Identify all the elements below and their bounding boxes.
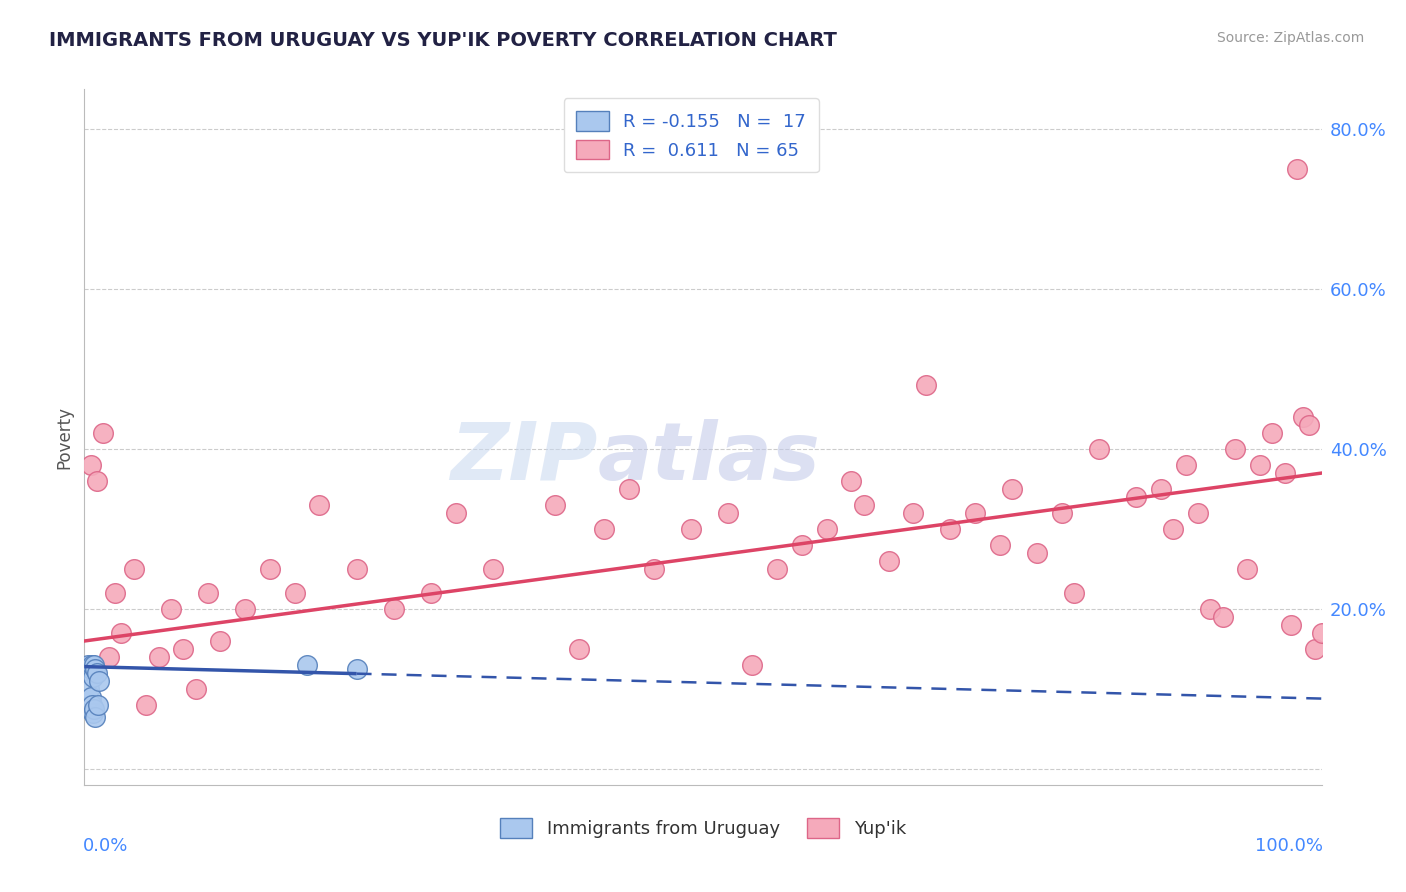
Point xyxy=(209,634,232,648)
Point xyxy=(84,662,107,676)
Point xyxy=(568,642,591,657)
Point xyxy=(1298,418,1320,433)
Point xyxy=(79,458,101,472)
Point xyxy=(1212,610,1234,624)
Y-axis label: Poverty: Poverty xyxy=(55,406,73,468)
Point xyxy=(259,562,281,576)
Point xyxy=(1187,506,1209,520)
Point xyxy=(841,474,863,488)
Point xyxy=(741,658,763,673)
Point xyxy=(82,706,104,720)
Point xyxy=(1150,482,1173,496)
Point xyxy=(679,522,702,536)
Point xyxy=(419,586,441,600)
Text: ZIP: ZIP xyxy=(450,419,598,497)
Point xyxy=(1292,410,1315,425)
Point xyxy=(346,562,368,576)
Point xyxy=(1279,618,1302,632)
Point xyxy=(1125,490,1147,504)
Point xyxy=(184,681,207,696)
Point xyxy=(988,538,1011,552)
Point xyxy=(1274,466,1296,480)
Point xyxy=(79,690,101,704)
Point xyxy=(79,681,101,696)
Legend: Immigrants from Uruguay, Yup'ik: Immigrants from Uruguay, Yup'ik xyxy=(492,811,914,846)
Text: 100.0%: 100.0% xyxy=(1256,837,1323,855)
Point xyxy=(91,426,114,441)
Point xyxy=(1088,442,1111,456)
Point xyxy=(766,562,789,576)
Point xyxy=(135,698,157,712)
Point xyxy=(80,698,103,712)
Point xyxy=(110,626,132,640)
Point xyxy=(717,506,740,520)
Point xyxy=(284,586,307,600)
Point xyxy=(160,602,183,616)
Point xyxy=(77,658,100,673)
Point xyxy=(481,562,503,576)
Point xyxy=(382,602,405,616)
Point xyxy=(1050,506,1073,520)
Point xyxy=(965,506,987,520)
Point xyxy=(617,482,640,496)
Point xyxy=(643,562,665,576)
Point xyxy=(295,658,318,673)
Point xyxy=(815,522,838,536)
Text: IMMIGRANTS FROM URUGUAY VS YUP'IK POVERTY CORRELATION CHART: IMMIGRANTS FROM URUGUAY VS YUP'IK POVERT… xyxy=(49,31,837,50)
Point xyxy=(346,662,368,676)
Point xyxy=(1001,482,1024,496)
Point xyxy=(79,662,101,676)
Point xyxy=(1261,426,1284,441)
Text: 0.0%: 0.0% xyxy=(83,837,128,855)
Point xyxy=(148,650,170,665)
Point xyxy=(86,474,108,488)
Point xyxy=(790,538,813,552)
Point xyxy=(939,522,962,536)
Point xyxy=(104,586,127,600)
Point xyxy=(87,698,110,712)
Point xyxy=(80,658,103,673)
Point xyxy=(89,673,111,688)
Text: Source: ZipAtlas.com: Source: ZipAtlas.com xyxy=(1216,31,1364,45)
Point xyxy=(122,562,145,576)
Point xyxy=(1199,602,1222,616)
Point xyxy=(83,702,105,716)
Point xyxy=(852,498,875,512)
Point xyxy=(1174,458,1197,472)
Point xyxy=(86,665,108,680)
Point xyxy=(1285,162,1308,177)
Point xyxy=(1236,562,1258,576)
Point xyxy=(444,506,467,520)
Point xyxy=(877,554,900,568)
Point xyxy=(172,642,194,657)
Point xyxy=(593,522,616,536)
Text: atlas: atlas xyxy=(598,419,821,497)
Point xyxy=(1026,546,1049,560)
Point xyxy=(84,710,107,724)
Point xyxy=(1223,442,1246,456)
Point xyxy=(1249,458,1271,472)
Point xyxy=(914,378,936,392)
Point xyxy=(233,602,256,616)
Point xyxy=(1063,586,1085,600)
Point xyxy=(83,658,105,673)
Point xyxy=(1161,522,1184,536)
Point xyxy=(1305,642,1327,657)
Point xyxy=(903,506,925,520)
Point xyxy=(98,650,121,665)
Point xyxy=(1310,626,1333,640)
Point xyxy=(543,498,565,512)
Point xyxy=(82,670,104,684)
Point xyxy=(197,586,219,600)
Point xyxy=(308,498,330,512)
